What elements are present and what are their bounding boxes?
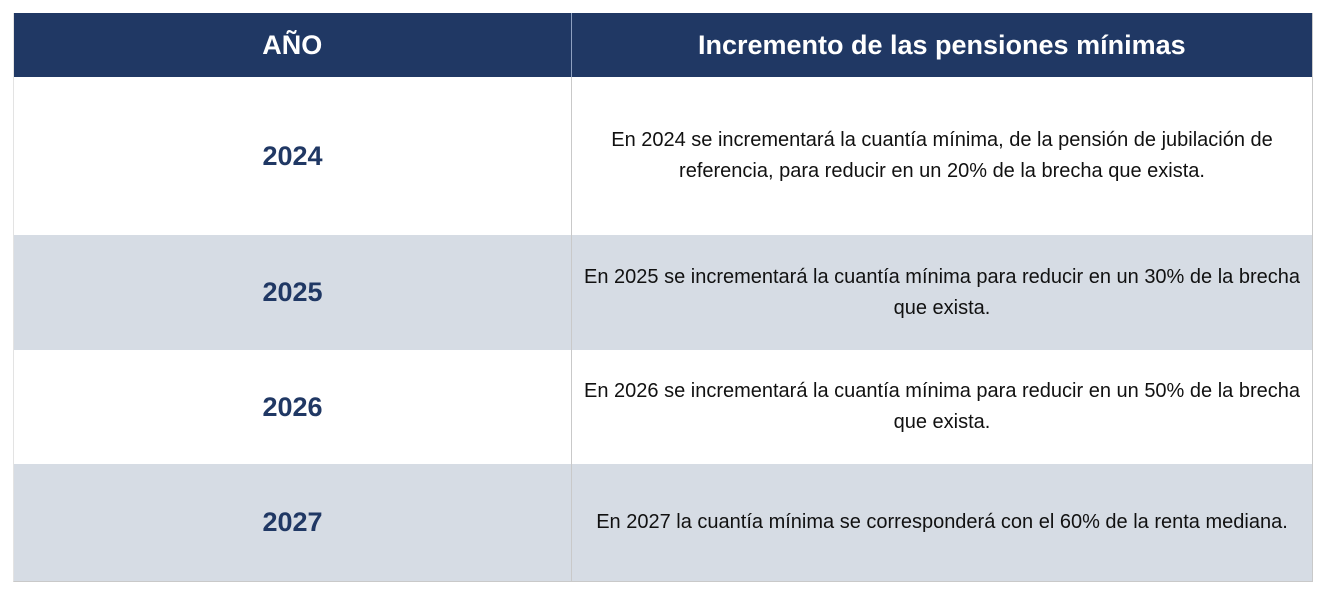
row-year: 2027 bbox=[262, 507, 323, 537]
row-description: En 2025 se incrementará la cuantía mínim… bbox=[571, 235, 1312, 350]
table-row: 2024 En 2024 se incrementará la cuantía … bbox=[14, 77, 1312, 235]
row-year: 2024 bbox=[262, 140, 323, 171]
table-row: 2027 En 2027 la cuantía mínima se corres… bbox=[14, 464, 1312, 581]
pension-table: AÑO Incremento de las pensiones mínimas … bbox=[13, 13, 1313, 582]
row-description: En 2024 se incrementará la cuantía mínim… bbox=[571, 77, 1312, 235]
header-description: Incremento de las pensiones mínimas bbox=[570, 13, 1312, 77]
row-description: En 2026 se incrementará la cuantía mínim… bbox=[571, 350, 1312, 464]
table-row: 2026 En 2026 se incrementará la cuantía … bbox=[14, 350, 1312, 464]
row-year: 2025 bbox=[262, 277, 323, 307]
row-description: En 2027 la cuantía mínima se corresponde… bbox=[571, 464, 1312, 581]
table-header-row: AÑO Incremento de las pensiones mínimas bbox=[14, 13, 1312, 77]
row-year: 2026 bbox=[262, 391, 323, 422]
table-row: 2025 En 2025 se incrementará la cuantía … bbox=[14, 235, 1312, 350]
header-year: AÑO bbox=[262, 29, 323, 60]
